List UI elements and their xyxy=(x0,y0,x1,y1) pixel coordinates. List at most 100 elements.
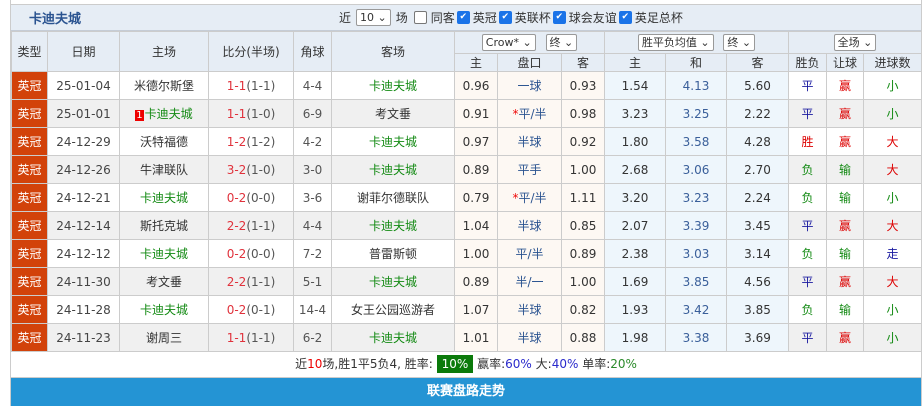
col-home: 主场 xyxy=(119,31,209,72)
ah-line-text: 半球 xyxy=(517,135,542,149)
away-team[interactable]: 卡迪夫城 xyxy=(331,323,455,352)
ah-line-text: 半球 xyxy=(517,303,542,317)
ah-line: 半球 xyxy=(497,127,562,156)
result: 负 xyxy=(788,239,827,268)
score[interactable]: 1-1(1-1) xyxy=(208,323,294,352)
home-team[interactable]: 牛津联队 xyxy=(119,155,209,184)
filters: 近 10 ⌄ 场 同客 ✔ 英冠 ✔ 英联杯 ✔ 球会友谊 ✔ 英足总杯 xyxy=(339,9,683,26)
score[interactable]: 3-2(1-0) xyxy=(208,155,294,184)
match-count-select[interactable]: 10 ⌄ xyxy=(356,9,391,26)
ah-away-odds: 1.00 xyxy=(561,155,605,184)
col-away: 客场 xyxy=(331,31,455,72)
league-label: 英联杯 xyxy=(514,11,551,25)
stage-value: 终 xyxy=(549,36,561,49)
home-team-name: 卡迪夫城 xyxy=(139,191,188,205)
score[interactable]: 1-2(1-2) xyxy=(208,127,294,156)
stage-select-1[interactable]: 终 ⌄ xyxy=(545,34,578,51)
corner-score: 4-4 xyxy=(293,211,332,240)
home-team-name: 考文垂 xyxy=(145,275,182,289)
corner-score: 5-1 xyxy=(293,267,332,296)
away-team[interactable]: 卡迪夫城 xyxy=(331,127,455,156)
handicap-result: 赢 xyxy=(826,323,864,352)
home-team[interactable]: 卡迪夫城 xyxy=(119,295,209,324)
col-ah-home: 主 xyxy=(454,53,498,72)
ah-line-text: *平/半 xyxy=(512,191,547,205)
league-type[interactable]: 英冠 xyxy=(11,239,48,268)
score[interactable]: 2-2(1-1) xyxy=(208,267,294,296)
league-type[interactable]: 英冠 xyxy=(11,127,48,156)
score[interactable]: 0-2(0-1) xyxy=(208,295,294,324)
score[interactable]: 0-2(0-0) xyxy=(208,183,294,212)
handicap-result: 赢 xyxy=(826,127,864,156)
league-trend-button[interactable]: 联赛盘路走势 xyxy=(11,378,921,406)
league-type[interactable]: 英冠 xyxy=(11,211,48,240)
home-team[interactable]: 卡迪夫城 xyxy=(119,183,209,212)
league-type[interactable]: 英冠 xyxy=(11,71,48,100)
league-type[interactable]: 英冠 xyxy=(11,267,48,296)
away-team[interactable]: 卡迪夫城 xyxy=(331,267,455,296)
scope-value: 全场 xyxy=(837,36,860,49)
ah-home-odds: 0.89 xyxy=(454,155,498,184)
eu-home-odds: 1.80 xyxy=(604,127,666,156)
score[interactable]: 1-1(1-1) xyxy=(208,71,294,100)
home-team[interactable]: 米德尔斯堡 xyxy=(119,71,209,100)
home-team[interactable]: 1 卡迪夫城 xyxy=(119,99,209,128)
score[interactable]: 1-1(1-0) xyxy=(208,99,294,128)
ah-line-text: 一球 xyxy=(517,79,542,93)
goals-result: 小 xyxy=(862,183,923,212)
league-checkbox-1[interactable]: ✔ xyxy=(498,11,512,24)
eu-draw-odds: 3.06 xyxy=(665,155,727,184)
ah-line-text: 平/半 xyxy=(515,247,544,261)
ah-home-odds: 0.97 xyxy=(454,127,498,156)
eu-away-odds: 3.85 xyxy=(726,295,789,324)
col-eu-away: 客 xyxy=(726,53,789,72)
home-team[interactable]: 谢周三 xyxy=(119,323,209,352)
result: 负 xyxy=(788,295,827,324)
same-venue-checkbox[interactable] xyxy=(413,11,427,24)
table-row: 英冠 24-12-29 沃特福德 1-2(1-2) 4-2 卡迪夫城 0.97 半球 0.92 1… xyxy=(11,127,923,156)
away-team[interactable]: 女王公园巡游者 xyxy=(331,295,455,324)
summary-text: 近 xyxy=(295,357,308,371)
chevron-down-icon: ⌄ xyxy=(741,36,752,49)
league-type[interactable]: 英冠 xyxy=(11,99,48,128)
away-team[interactable]: 普雷斯顿 xyxy=(331,239,455,268)
away-team[interactable]: 卡迪夫城 xyxy=(331,71,455,100)
home-team[interactable]: 斯托克城 xyxy=(119,211,209,240)
table-row: 英冠 24-12-21 卡迪夫城 0-2(0-0) 3-6 谢菲尔德联队 0.79 *平/半 1… xyxy=(11,183,923,212)
company-select[interactable]: Crow* ⌄ xyxy=(481,34,536,51)
league-type[interactable]: 英冠 xyxy=(11,295,48,324)
league-type[interactable]: 英冠 xyxy=(11,155,48,184)
ah-line-text: 半球 xyxy=(517,219,542,233)
home-team[interactable]: 考文垂 xyxy=(119,267,209,296)
col-goals: 进球数 xyxy=(862,53,923,72)
company-value: Crow* xyxy=(485,36,519,49)
league-type[interactable]: 英冠 xyxy=(11,323,48,352)
home-team[interactable]: 卡迪夫城 xyxy=(119,239,209,268)
score[interactable]: 0-2(0-0) xyxy=(208,239,294,268)
halftime-score: (1-1) xyxy=(246,330,276,345)
avg-select[interactable]: 胜平负均值 ⌄ xyxy=(637,34,714,51)
score[interactable]: 2-2(1-1) xyxy=(208,211,294,240)
eu-draw-odds: 3.85 xyxy=(665,267,727,296)
summary-text: 赢率: xyxy=(477,357,506,371)
stage-select-2[interactable]: 终 ⌄ xyxy=(723,34,756,51)
league-type[interactable]: 英冠 xyxy=(11,183,48,212)
league-checkbox-2[interactable]: ✔ xyxy=(552,11,566,24)
halftime-score: (1-1) xyxy=(246,218,276,233)
home-team[interactable]: 沃特福德 xyxy=(119,127,209,156)
recent-matches-panel: 卡迪夫城 近 10 ⌄ 场 同客 ✔ 英冠 ✔ 英联杯 ✔ 球会友谊 ✔ 英足总杯 类型… xyxy=(10,0,923,406)
away-team[interactable]: 考文垂 xyxy=(331,99,455,128)
league-checkbox-0[interactable]: ✔ xyxy=(456,11,470,24)
league-checkbox-3[interactable]: ✔ xyxy=(618,11,632,24)
summary-text: 大: xyxy=(535,357,552,371)
away-team[interactable]: 卡迪夫城 xyxy=(331,211,455,240)
away-team[interactable]: 谢菲尔德联队 xyxy=(331,183,455,212)
home-team-name: 卡迪夫城 xyxy=(139,247,188,261)
scope-select[interactable]: 全场 ⌄ xyxy=(833,34,877,51)
goals-result: 大 xyxy=(862,127,923,156)
result-header: 全场 ⌄ xyxy=(787,31,923,54)
win-rate-badge: 10% xyxy=(436,355,474,373)
fulltime-score: 1-2 xyxy=(226,134,247,149)
eu-home-odds: 1.93 xyxy=(604,295,666,324)
away-team[interactable]: 卡迪夫城 xyxy=(331,155,455,184)
